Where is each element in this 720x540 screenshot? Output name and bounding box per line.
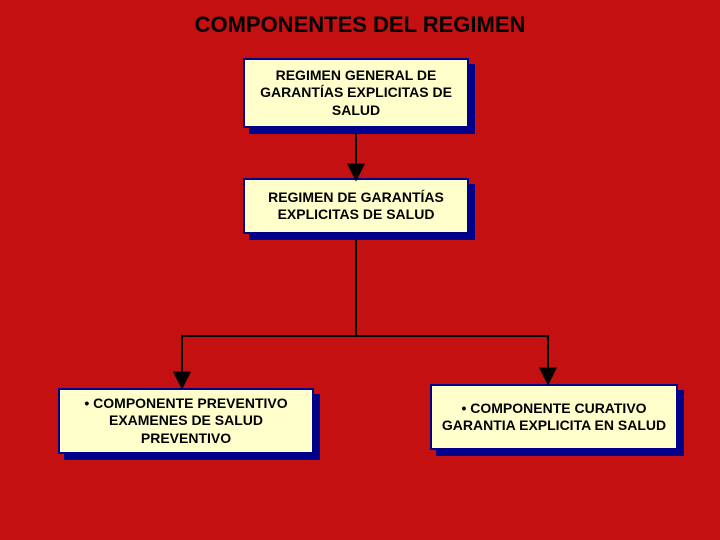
- node-top-box: REGIMEN GENERAL DE GARANTÍAS EXPLICITAS …: [243, 58, 469, 128]
- node-top-label: REGIMEN GENERAL DE GARANTÍAS EXPLICITAS …: [253, 67, 459, 120]
- node-right-label: • COMPONENTE CURATIVO GARANTIA EXPLICITA…: [440, 400, 668, 435]
- node-top: REGIMEN GENERAL DE GARANTÍAS EXPLICITAS …: [243, 58, 475, 134]
- node-left: • COMPONENTE PREVENTIVO EXAMENES DE SALU…: [58, 388, 320, 460]
- node-mid: REGIMEN DE GARANTÍAS EXPLICITAS DE SALUD: [243, 178, 475, 240]
- node-left-label: • COMPONENTE PREVENTIVO EXAMENES DE SALU…: [68, 395, 304, 448]
- node-right-box: • COMPONENTE CURATIVO GARANTIA EXPLICITA…: [430, 384, 678, 450]
- node-mid-label: REGIMEN DE GARANTÍAS EXPLICITAS DE SALUD: [253, 189, 459, 224]
- node-left-box: • COMPONENTE PREVENTIVO EXAMENES DE SALU…: [58, 388, 314, 454]
- diagram-canvas: COMPONENTES DEL REGIMEN REGIMEN GENERAL …: [0, 0, 720, 540]
- node-right: • COMPONENTE CURATIVO GARANTIA EXPLICITA…: [430, 384, 684, 456]
- node-mid-box: REGIMEN DE GARANTÍAS EXPLICITAS DE SALUD: [243, 178, 469, 234]
- diagram-title: COMPONENTES DEL REGIMEN: [0, 12, 720, 38]
